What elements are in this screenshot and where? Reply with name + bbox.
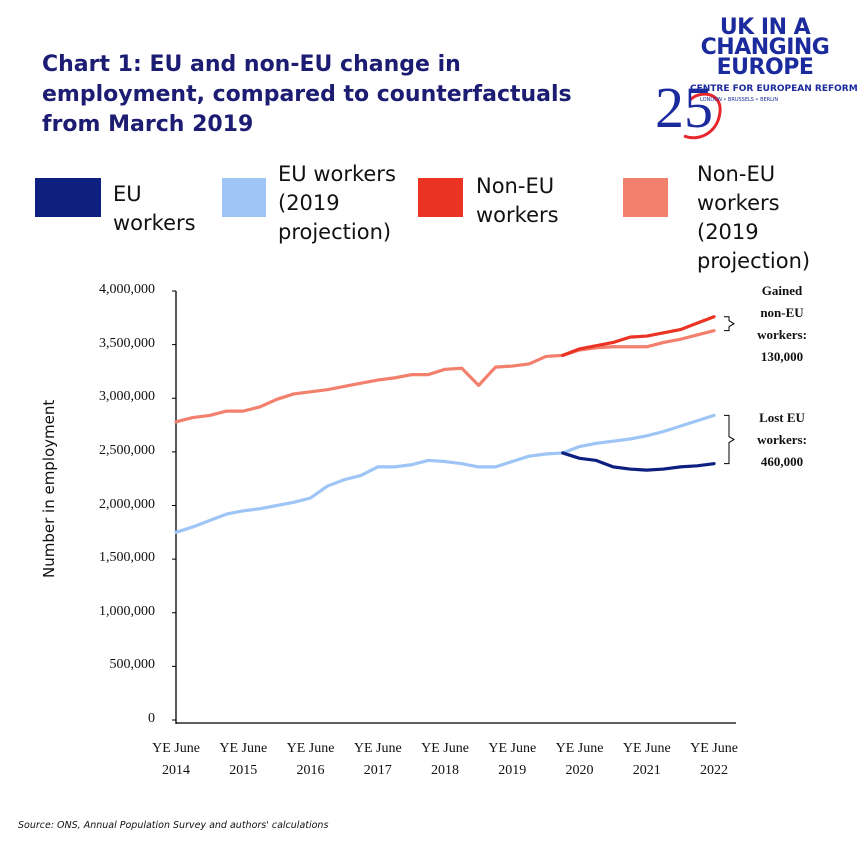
x-tick-label: YE June 2015: [219, 741, 268, 778]
y-tick-label: 2,500,000: [99, 442, 155, 458]
x-tick-label: YE June 2017: [353, 741, 402, 778]
bracket: [724, 414, 735, 465]
annotation-line: 130,000: [760, 348, 804, 364]
logo-partner: CENTRE FOR EUROPEAN REFORM: [690, 84, 858, 94]
x-tick-label: YE June 2022: [690, 741, 738, 778]
x-tick-label: YE June 2014: [152, 741, 200, 778]
chart-title: Chart 1: EU and non-EU change in employm…: [42, 52, 572, 137]
annotation-line: Lost EU: [759, 409, 805, 425]
legend-label: EU workers: [113, 182, 196, 235]
annotation: Gained non-EU workers: 130,000: [742, 280, 822, 368]
y-tick-label: 2,000,000: [99, 496, 155, 512]
x-tick-label: YE June 2016: [286, 741, 335, 778]
y-tick-label: 500,000: [109, 657, 156, 673]
annotation-line: workers:: [757, 326, 807, 342]
logo-swoosh: [683, 92, 722, 140]
x-tick-label: YE June 2021: [622, 741, 671, 778]
y-tick-label: 4,000,000: [99, 282, 155, 297]
x-tick-label: YE June 2020: [555, 741, 604, 778]
y-tick-label: 0: [148, 711, 155, 726]
x-tick-label: YE June 2019: [488, 741, 537, 778]
y-tick-label: 3,500,000: [99, 335, 155, 351]
y-tick-label: 3,000,000: [99, 389, 155, 405]
source-note: Source: ONS, Annual Population Survey an…: [18, 820, 329, 831]
legend-swatch: [35, 178, 101, 217]
annotation-line: Gained: [761, 282, 803, 298]
legend-swatch: [222, 178, 266, 217]
series-line: [561, 315, 716, 357]
logo-badge: 25: [655, 75, 713, 140]
annotation: Lost EU workers: 460,000: [742, 407, 822, 473]
x-tick-label: YE June 2018: [421, 741, 469, 778]
annotation-line: non-EU: [760, 304, 804, 320]
logo-cities: LONDON • BRUSSELS • BERLIN: [700, 97, 779, 103]
series-line: [561, 451, 716, 472]
logo-name: UK IN A CHANGING EUROPE: [700, 15, 830, 80]
series-line: [174, 413, 716, 534]
legend-label: Non-EU workers: [476, 174, 559, 227]
y-tick-label: 1,000,000: [99, 603, 155, 619]
series-line: [174, 329, 716, 424]
y-tick-label: 1,500,000: [99, 550, 155, 566]
legend-swatch: [623, 178, 668, 217]
legend-swatch: [418, 178, 463, 217]
legend-label: EU workers (2019 projection): [278, 162, 396, 244]
annotation-line: workers:: [757, 431, 807, 447]
bracket: [724, 316, 735, 332]
annotation-line: 460,000: [760, 453, 804, 469]
legend-label: Non-EU workers (2019 projection): [697, 162, 811, 273]
